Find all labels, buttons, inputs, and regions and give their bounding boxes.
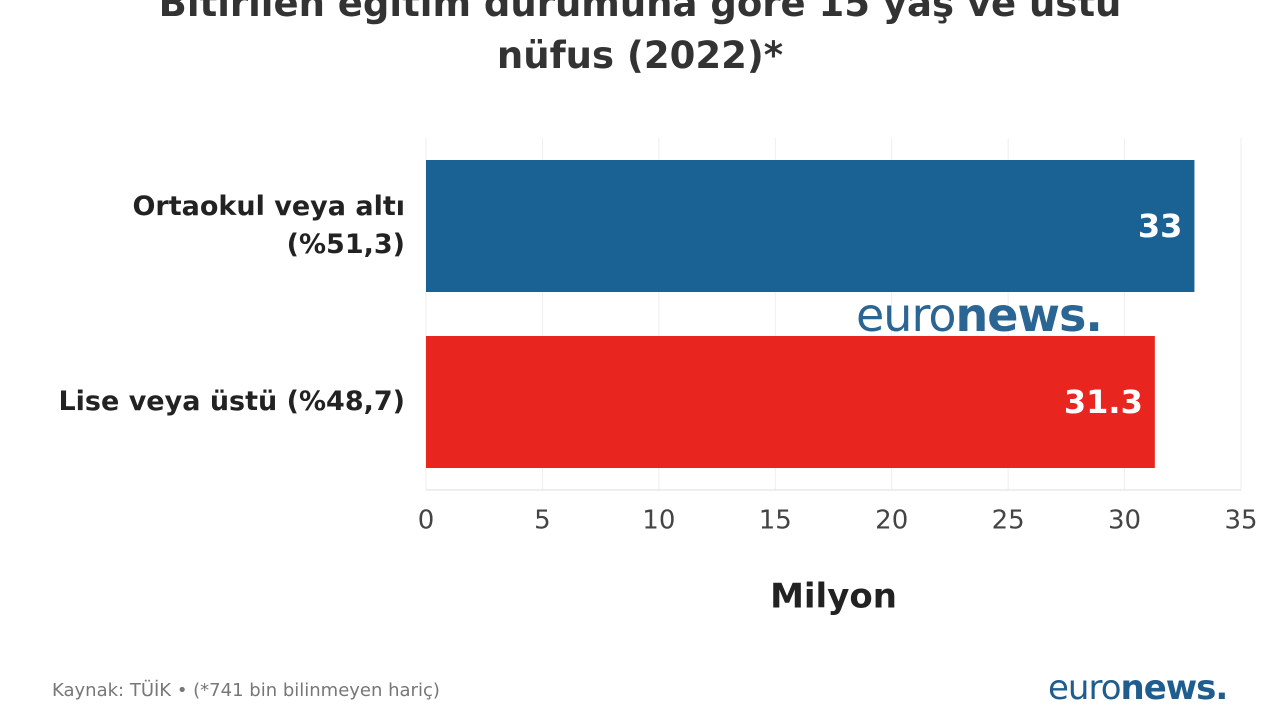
x-tick-label: 30	[1108, 506, 1141, 536]
value-label: 31.3	[1064, 383, 1143, 421]
x-tick-label: 25	[992, 506, 1025, 536]
x-tick-label: 15	[759, 506, 792, 536]
brand-light: euro	[1048, 668, 1121, 708]
brand-light: euro	[856, 288, 956, 342]
watermark: euronews.	[856, 288, 1103, 342]
bar	[426, 336, 1155, 468]
x-tick-label: 35	[1224, 506, 1257, 536]
brand-bold: news.	[1120, 668, 1229, 708]
x-axis-label: Milyon	[770, 577, 897, 617]
y-tick-label: Lise veya üstü (%48,7)	[58, 386, 405, 417]
chart-title: Bitirilen eğitim durumuna göre 15 yaş ve…	[158, 0, 1122, 77]
brand-bold: news.	[955, 288, 1103, 342]
x-tick-label: 20	[875, 506, 908, 536]
logo: euronews.	[1048, 668, 1229, 708]
x-tick-label: 5	[534, 506, 551, 536]
source: Kaynak: TÜİK • (*741 bin bilinmeyen hari…	[52, 680, 440, 701]
y-tick-label: Ortaokul veya altı (%51,3)	[132, 191, 405, 260]
x-tick-label: 10	[642, 506, 675, 536]
value-label: 33	[1138, 207, 1183, 245]
bar	[426, 160, 1195, 292]
x-tick-label: 0	[418, 506, 435, 536]
